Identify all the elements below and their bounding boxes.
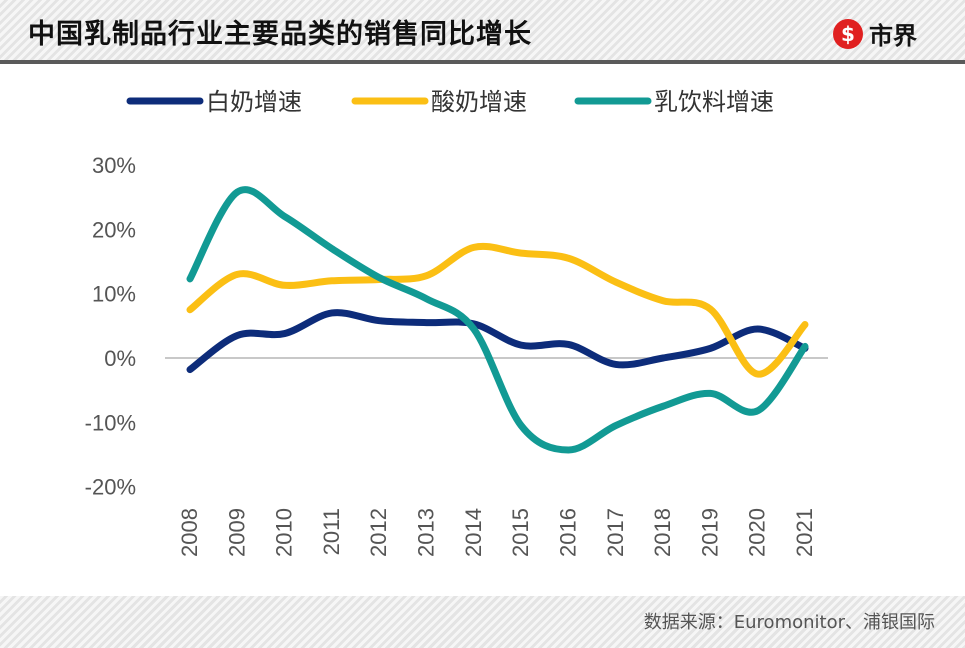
legend-label: 乳饮料增速 [654,88,774,116]
x-tick-label: 2013 [414,508,439,557]
x-tick-label: 2016 [555,508,580,557]
brand-logo: $ 市界 [833,16,917,51]
x-tick-label: 2015 [508,508,533,557]
footer-bar: 数据来源：Euromonitor、浦银国际 [0,596,965,648]
chart-series [186,186,809,454]
header-divider [0,60,965,64]
legend-label: 酸奶增速 [431,88,527,116]
x-tick-label: 2020 [745,508,770,557]
logo-text: 市界 [869,22,917,50]
x-tick-label: 2017 [603,508,628,557]
x-tick-label: 2021 [792,508,817,557]
x-tick-label: 2009 [224,508,249,557]
x-tick-label: 2019 [697,508,722,557]
series-line-white-milk [186,309,809,374]
y-tick-label: 20% [92,217,136,242]
line-chart: 白奶增速 酸奶增速 乳饮料增速 30%20%10%0%-10%-20% 2008 20… [85,88,828,557]
x-tick-label: 2018 [650,508,675,557]
header-bar: 中国乳制品行业主要品类的销售同比增长 $ 市界 [0,0,965,60]
legend-label: 白奶增速 [206,88,302,116]
y-tick-label: -10% [85,410,136,435]
y-tick-label: 10% [92,282,136,307]
x-tick-label: 2012 [366,508,391,557]
chart-legend: 白奶增速 酸奶增速 乳饮料增速 [126,88,774,116]
y-tick-label: 0% [104,346,136,371]
logo-icon: $ [833,18,863,49]
x-tick-label: 2014 [461,508,486,557]
series-line-milk-drink [186,186,809,454]
y-tick-label: 30% [92,153,136,178]
page-title: 中国乳制品行业主要品类的销售同比增长 [28,19,532,50]
series-line-yogurt [186,242,809,378]
x-tick-label: 2008 [177,508,202,557]
y-tick-label: -20% [85,475,136,500]
x-axis: 2008 2009 2010 2011 2012 2013 2014 2015 2016 2017… [177,508,817,557]
data-source-note: 数据来源：Euromonitor、浦银国际 [643,612,935,633]
x-tick-label: 2011 [319,508,344,555]
x-tick-label: 2010 [272,508,297,557]
y-axis: 30% 20% 10% 0% -10% -20% [85,153,136,500]
